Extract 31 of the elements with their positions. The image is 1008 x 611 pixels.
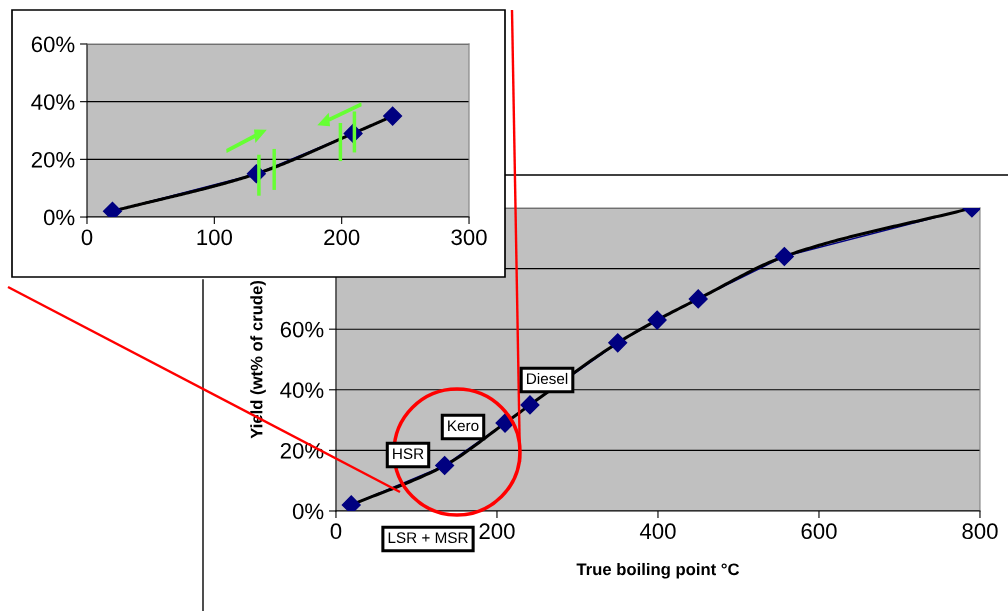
point (520, 395, 540, 415)
text: LSR + MSR (388, 532, 468, 544)
y-tick-label: 60% (31, 36, 75, 53)
x-tick-label: 200 (479, 523, 515, 540)
point (608, 333, 628, 353)
point (647, 310, 667, 330)
x-axis-title: True boiling point °C (576, 562, 740, 579)
y-tick-label: 0% (292, 503, 324, 520)
y-tick-label: 40% (31, 94, 75, 110)
point (341, 495, 361, 511)
x-tick-label: 0 (81, 229, 93, 246)
point (102, 201, 122, 218)
y-tick-label: 60% (280, 321, 324, 338)
x-tick-label: 600 (801, 523, 837, 540)
point (383, 106, 403, 126)
annotation: HSR (393, 448, 424, 460)
point (688, 289, 708, 309)
x-tick-label: 800 (962, 523, 998, 540)
annotation: Diesel (527, 372, 568, 385)
y-axis-title: Yield (wt% of crude) (250, 280, 266, 439)
y-tick-label: 40% (280, 382, 324, 399)
point (435, 455, 455, 476)
y-tick-label: 20% (31, 151, 75, 168)
y-tick-label: 0% (43, 209, 75, 226)
x-tick-label: 100 (197, 229, 233, 246)
x-tick-label: 200 (324, 229, 360, 246)
x-tick-label: 0 (330, 523, 342, 540)
annotation: Kero (448, 420, 479, 432)
x-tick-label: 300 (451, 229, 487, 246)
point (774, 246, 794, 266)
x-tick-label: 400 (639, 523, 676, 540)
